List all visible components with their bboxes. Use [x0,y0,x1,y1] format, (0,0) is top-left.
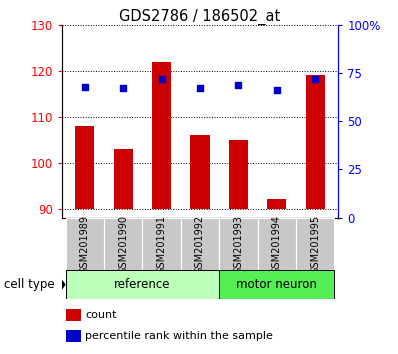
Bar [181,218,219,271]
Point [197,86,203,91]
Bar [104,218,142,271]
Bar [66,330,81,343]
Text: GSM201989: GSM201989 [80,215,90,274]
Bar [142,218,181,271]
Bar [152,62,171,209]
Bar [306,75,325,209]
Title: GDS2786 / 186502_at: GDS2786 / 186502_at [119,8,281,25]
Point [235,82,242,87]
Text: cell type: cell type [4,278,55,291]
Bar [296,218,334,271]
Text: motor neuron: motor neuron [236,278,317,291]
Text: GSM201990: GSM201990 [118,215,128,274]
Text: percentile rank within the sample: percentile rank within the sample [85,331,273,341]
Bar [258,218,296,271]
Text: count: count [85,310,117,320]
Text: GSM201993: GSM201993 [233,215,244,274]
Point [274,87,280,93]
Point [82,84,88,89]
Bar [267,199,287,209]
Point [120,86,126,91]
Point [312,76,318,82]
Text: GSM201994: GSM201994 [272,215,282,274]
Bar [75,126,94,209]
Bar [219,270,334,299]
Bar [66,270,219,299]
Bar [66,309,81,321]
Polygon shape [59,276,65,293]
Bar [219,218,258,271]
Text: GSM201991: GSM201991 [156,215,167,274]
Text: reference: reference [114,278,171,291]
Text: GSM201992: GSM201992 [195,215,205,274]
Text: GSM201995: GSM201995 [310,215,320,274]
Bar [190,135,210,209]
Bar [113,149,133,209]
Bar [66,218,104,271]
Point [158,76,165,82]
Bar [229,139,248,209]
